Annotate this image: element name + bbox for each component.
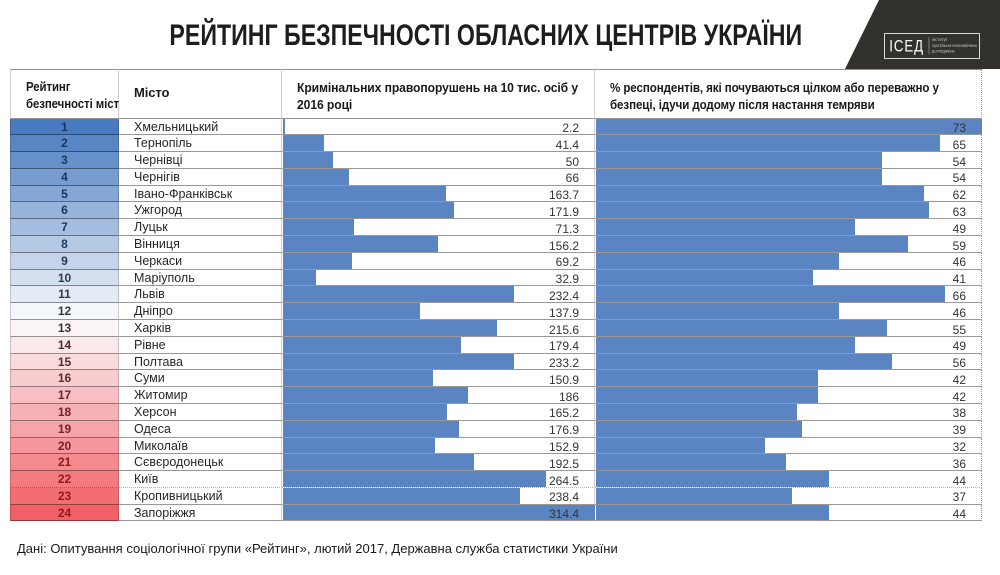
svg-text:інститут: інститут [932,37,948,42]
svg-text:суспільно-економічних: суспільно-економічних [932,43,978,48]
svg-text:ІСЕД: ІСЕД [889,37,924,56]
svg-text:досліджень: досліджень [932,48,956,53]
